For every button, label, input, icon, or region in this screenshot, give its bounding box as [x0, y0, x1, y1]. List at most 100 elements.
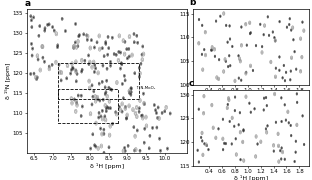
Ellipse shape	[155, 109, 156, 111]
Ellipse shape	[281, 147, 282, 149]
Ellipse shape	[118, 51, 119, 53]
Ellipse shape	[275, 122, 276, 123]
Ellipse shape	[104, 133, 105, 135]
Ellipse shape	[170, 113, 171, 114]
Ellipse shape	[106, 80, 107, 82]
Ellipse shape	[71, 69, 72, 71]
Ellipse shape	[107, 54, 108, 55]
Ellipse shape	[158, 107, 159, 108]
Ellipse shape	[104, 55, 105, 57]
Ellipse shape	[235, 96, 236, 98]
Ellipse shape	[104, 116, 105, 117]
Y-axis label: δ ¹⁵N [ppm]: δ ¹⁵N [ppm]	[5, 63, 12, 99]
Ellipse shape	[75, 23, 76, 25]
Ellipse shape	[84, 60, 85, 62]
Ellipse shape	[97, 98, 98, 100]
Ellipse shape	[279, 56, 280, 58]
Ellipse shape	[290, 125, 291, 126]
Ellipse shape	[82, 69, 83, 71]
Ellipse shape	[274, 37, 275, 38]
Ellipse shape	[202, 140, 203, 142]
Ellipse shape	[124, 75, 125, 77]
Ellipse shape	[94, 145, 95, 146]
Ellipse shape	[75, 42, 76, 43]
Ellipse shape	[126, 117, 127, 119]
Ellipse shape	[226, 25, 227, 26]
Ellipse shape	[167, 148, 168, 149]
Ellipse shape	[139, 67, 140, 69]
Ellipse shape	[243, 129, 244, 130]
Ellipse shape	[288, 122, 289, 123]
Ellipse shape	[74, 99, 75, 100]
Ellipse shape	[76, 73, 78, 75]
Ellipse shape	[294, 161, 295, 162]
Ellipse shape	[198, 109, 199, 110]
Ellipse shape	[94, 71, 95, 73]
Ellipse shape	[86, 35, 87, 36]
Ellipse shape	[131, 91, 132, 93]
Ellipse shape	[110, 61, 111, 63]
Ellipse shape	[304, 144, 305, 145]
Ellipse shape	[218, 128, 219, 129]
Ellipse shape	[257, 143, 258, 145]
Ellipse shape	[114, 53, 115, 55]
Ellipse shape	[95, 68, 96, 69]
Ellipse shape	[108, 36, 109, 38]
Ellipse shape	[108, 107, 109, 109]
Ellipse shape	[121, 62, 122, 64]
Ellipse shape	[144, 142, 145, 143]
Ellipse shape	[232, 46, 233, 47]
Ellipse shape	[90, 148, 91, 149]
Ellipse shape	[128, 145, 129, 147]
Text: b: b	[189, 0, 195, 7]
Ellipse shape	[201, 137, 202, 138]
Ellipse shape	[39, 25, 40, 27]
Ellipse shape	[78, 35, 79, 37]
Ellipse shape	[112, 123, 113, 125]
Ellipse shape	[137, 130, 138, 131]
Text: a: a	[25, 0, 31, 8]
Ellipse shape	[279, 70, 280, 71]
Ellipse shape	[266, 105, 267, 106]
Ellipse shape	[137, 42, 138, 44]
Ellipse shape	[105, 43, 106, 45]
Bar	[58, 89, 118, 123]
Ellipse shape	[296, 69, 297, 70]
Ellipse shape	[267, 16, 268, 17]
Ellipse shape	[121, 64, 122, 65]
Ellipse shape	[70, 73, 71, 74]
Ellipse shape	[125, 106, 126, 108]
Ellipse shape	[105, 91, 106, 93]
Ellipse shape	[129, 91, 130, 93]
Ellipse shape	[285, 120, 286, 121]
Ellipse shape	[282, 77, 283, 78]
Ellipse shape	[220, 16, 221, 17]
Ellipse shape	[302, 115, 303, 116]
Ellipse shape	[31, 19, 32, 21]
Ellipse shape	[228, 66, 229, 67]
Ellipse shape	[296, 93, 297, 95]
Ellipse shape	[59, 64, 60, 66]
Ellipse shape	[112, 37, 113, 39]
Ellipse shape	[275, 68, 276, 69]
Ellipse shape	[99, 100, 100, 101]
Ellipse shape	[42, 57, 43, 59]
Ellipse shape	[227, 104, 228, 105]
Ellipse shape	[142, 46, 143, 47]
Ellipse shape	[275, 40, 276, 41]
Ellipse shape	[108, 47, 109, 49]
Ellipse shape	[198, 161, 199, 163]
Ellipse shape	[105, 87, 106, 88]
Ellipse shape	[105, 41, 106, 43]
Ellipse shape	[79, 34, 80, 36]
Ellipse shape	[143, 93, 144, 94]
Ellipse shape	[45, 28, 46, 29]
Ellipse shape	[87, 39, 88, 41]
Ellipse shape	[88, 63, 90, 65]
Ellipse shape	[289, 24, 290, 25]
Ellipse shape	[281, 97, 282, 98]
Ellipse shape	[73, 68, 74, 69]
Ellipse shape	[281, 158, 282, 160]
Ellipse shape	[120, 68, 121, 69]
Ellipse shape	[96, 42, 98, 43]
